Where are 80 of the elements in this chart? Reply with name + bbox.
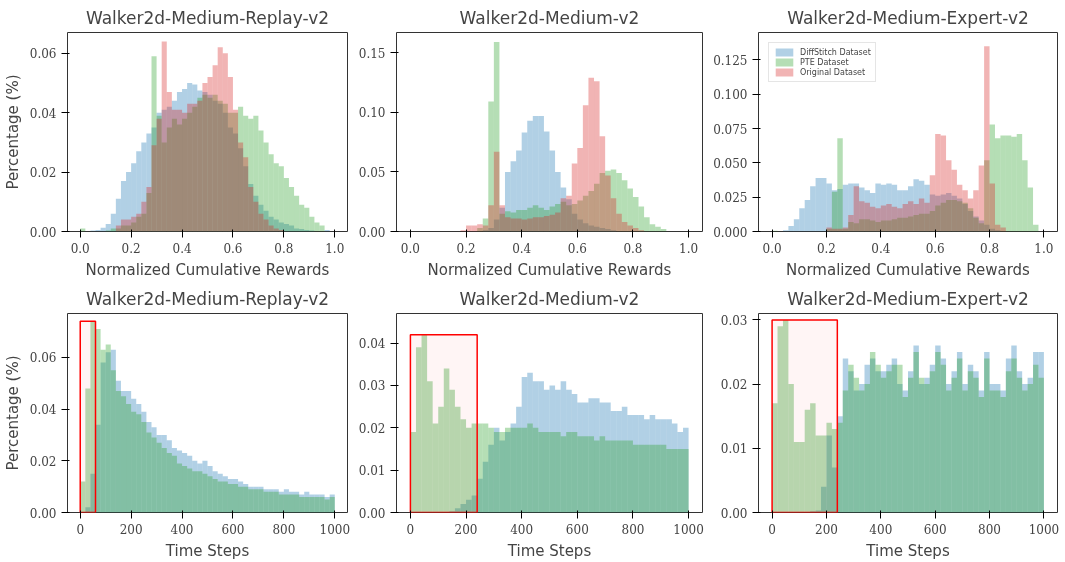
y-tick-label: 0.01 <box>720 442 748 457</box>
x-tick-label: 200 <box>454 522 478 537</box>
chart-title: Walker2d-Medium-Expert-v2 <box>787 288 1029 309</box>
x-tick-label: 400 <box>869 522 893 537</box>
x-tick-label: 0 <box>76 522 85 537</box>
x-axis-title: Time Steps <box>164 541 250 560</box>
chart-title: Walker2d-Medium-Replay-v2 <box>85 288 330 309</box>
x-tick-label: 0.4 <box>172 241 192 256</box>
y-tick-label: 0.025 <box>713 191 748 206</box>
x-axis-title: Time Steps <box>506 541 592 560</box>
x-tick-label: 200 <box>815 522 838 537</box>
legend-label: PTE Dataset <box>800 57 849 67</box>
y-tick-label: 0.06 <box>29 351 57 366</box>
x-tick-label: 0.2 <box>121 241 141 256</box>
x-tick-label: 0.8 <box>980 241 1000 256</box>
x-tick-label: 0.4 <box>512 241 532 256</box>
x-tick-label: 0.2 <box>816 241 837 256</box>
x-tick-label: 600 <box>565 522 589 537</box>
y-tick-label: 0.03 <box>720 313 748 328</box>
y-tick-label: 0.03 <box>358 379 386 394</box>
y-tick-label: 0.02 <box>720 378 748 393</box>
x-tick-label: 1.0 <box>679 241 699 256</box>
x-axis-title: Normalized Cumulative Rewards <box>85 260 330 279</box>
y-tick-label: 0.02 <box>29 454 57 469</box>
y-tick-label: 0.04 <box>29 403 57 418</box>
y-tick-label: 0.04 <box>358 337 386 352</box>
y-tick-label: 0.00 <box>29 225 57 240</box>
y-tick-label: 0.02 <box>29 166 57 181</box>
y-tick-label: 0.10 <box>358 106 386 121</box>
x-tick-label: 0.4 <box>871 241 891 256</box>
x-tick-label: 1000 <box>319 522 351 537</box>
x-tick-label: 0.8 <box>623 241 643 256</box>
y-tick-label: 0.00 <box>720 506 748 521</box>
x-tick-label: 0.2 <box>456 241 476 256</box>
x-tick-label: 1.0 <box>325 241 345 256</box>
y-tick-label: 0.02 <box>358 421 386 436</box>
x-tick-label: 400 <box>510 522 534 537</box>
y-tick-label: 0.075 <box>713 122 748 137</box>
x-tick-label: 1.0 <box>1034 241 1054 256</box>
y-tick-label: 0.050 <box>713 156 748 171</box>
x-axis-title: Normalized Cumulative Rewards <box>786 260 1031 279</box>
y-tick-label: 0.05 <box>358 165 386 180</box>
x-tick-label: 600 <box>221 522 245 537</box>
x-tick-label: 800 <box>621 522 645 537</box>
x-tick-label: 0 <box>768 522 776 537</box>
y-tick-label: 0.00 <box>29 506 57 521</box>
legend-label: DiffStitch Dataset <box>800 47 871 57</box>
y-axis-title: Percentage (%) <box>3 355 22 471</box>
x-tick-label: 0.0 <box>762 241 782 256</box>
x-tick-label: 400 <box>170 522 194 537</box>
chart-title: Walker2d-Medium-Replay-v2 <box>85 7 330 28</box>
y-tick-label: 0.01 <box>358 464 386 479</box>
x-axis-title: Normalized Cumulative Rewards <box>427 260 672 279</box>
chart-title: Walker2d-Medium-v2 <box>459 7 640 28</box>
x-axis-title: Time Steps <box>865 541 950 560</box>
y-tick-label: 0.00 <box>358 506 386 521</box>
x-tick-label: 1000 <box>1028 522 1060 537</box>
y-tick-label: 0.15 <box>358 46 386 61</box>
y-axis-title: Percentage (%) <box>3 74 22 190</box>
legend-label: Original Dataset <box>800 67 866 77</box>
x-tick-label: 800 <box>978 522 1001 537</box>
x-tick-label: 0.0 <box>70 241 90 256</box>
x-tick-label: 0 <box>406 522 415 537</box>
y-tick-label: 0.00 <box>358 225 386 240</box>
y-tick-label: 0.125 <box>713 53 748 68</box>
x-tick-label: 200 <box>119 522 143 537</box>
x-tick-label: 0.6 <box>223 241 243 256</box>
x-tick-label: 0.0 <box>400 241 420 256</box>
y-tick-label: 0.100 <box>713 88 748 103</box>
chart-title: Walker2d-Medium-v2 <box>459 288 640 309</box>
chart-title: Walker2d-Medium-Expert-v2 <box>787 7 1029 28</box>
x-tick-label: 0.6 <box>567 241 587 256</box>
x-tick-label: 1000 <box>673 522 704 537</box>
x-tick-label: 0.8 <box>274 241 294 256</box>
x-tick-label: 800 <box>272 522 296 537</box>
y-tick-label: 0.06 <box>29 47 57 62</box>
y-tick-label: 0.000 <box>713 225 748 240</box>
y-tick-label: 0.04 <box>29 106 57 121</box>
x-tick-label: 600 <box>923 522 947 537</box>
x-tick-label: 0.6 <box>925 241 945 256</box>
